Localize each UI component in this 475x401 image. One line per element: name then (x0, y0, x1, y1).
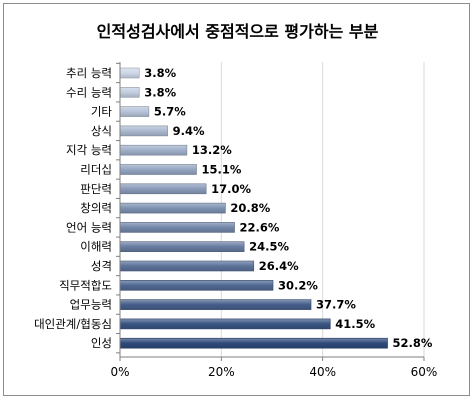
axes (116, 62, 425, 361)
bar (119, 337, 388, 349)
bar (119, 318, 331, 330)
category-label: 수리 능력 (66, 85, 112, 99)
category-label: 판단력 (80, 182, 112, 196)
x-tick-label: 40% (309, 365, 336, 379)
data-label: 3.8% (144, 66, 176, 80)
data-label: 17.0% (211, 182, 251, 196)
category-label: 성격 (91, 259, 112, 273)
data-label: 9.4% (173, 124, 205, 138)
category-label: 이해력 (80, 240, 112, 254)
category-label: 대인관계/협동심 (34, 317, 112, 331)
category-label: 인성 (91, 336, 112, 350)
data-label: 26.4% (259, 259, 299, 273)
x-tick-label: 20% (208, 365, 235, 379)
data-label: 5.7% (154, 105, 186, 119)
bar (119, 279, 274, 291)
bar (119, 183, 207, 195)
bar (119, 202, 226, 214)
category-label: 언어 능력 (66, 220, 112, 234)
data-label: 3.8% (144, 85, 176, 99)
category-label: 지각 능력 (66, 143, 112, 157)
category-label: 직무적합도 (59, 278, 112, 292)
data-label: 52.8% (393, 336, 433, 350)
data-label: 24.5% (249, 240, 289, 254)
category-label: 창의력 (80, 201, 112, 215)
labels: 추리 능력 3.8% 수리 능력 3.8% 기타 5.7% 상식 9.4% 지각 능력 13.2%… (34, 66, 437, 379)
data-label: 13.2% (192, 143, 232, 157)
bar (119, 260, 255, 272)
chart-frame (3, 3, 470, 396)
data-label: 22.6% (240, 220, 280, 234)
bar (119, 222, 235, 233)
chart-title: 인적성검사에서 중점적으로 평가하는 부분 (96, 22, 379, 41)
category-label: 추리 능력 (66, 66, 112, 80)
category-label: 상식 (91, 124, 112, 138)
bar (119, 87, 140, 98)
bar (119, 164, 197, 175)
bar (119, 67, 140, 79)
bar (119, 144, 188, 156)
data-label: 37.7% (316, 298, 356, 312)
data-label: 30.2% (278, 278, 318, 292)
data-label: 41.5% (335, 317, 375, 331)
x-tick-label: 60% (411, 365, 438, 379)
category-label: 리더십 (80, 163, 112, 177)
x-tick-label: 0% (110, 365, 129, 379)
bar (119, 106, 150, 117)
bar (119, 125, 168, 137)
data-label: 15.1% (202, 163, 242, 177)
category-label: 업무능력 (70, 298, 112, 312)
category-label: 기타 (91, 105, 113, 119)
bar (119, 299, 312, 310)
bar (119, 241, 245, 252)
data-label: 20.8% (230, 201, 270, 215)
